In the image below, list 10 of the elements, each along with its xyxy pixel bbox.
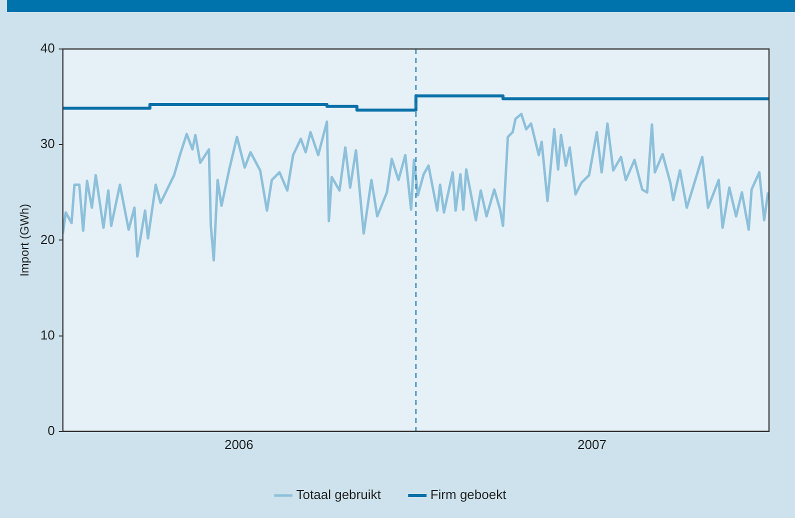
legend-label: Firm geboekt: [430, 487, 507, 502]
y-tick-label: 30: [40, 136, 55, 152]
y-axis-title: Import (GWh): [18, 204, 32, 277]
x-tick-label: 2007: [578, 436, 606, 452]
y-tick-label: 20: [40, 232, 55, 247]
y-tick-label: 0: [48, 422, 55, 438]
legend-label: Totaal gebruikt: [296, 487, 382, 502]
y-tick-label: 40: [40, 40, 55, 56]
y-tick-label: 10: [40, 327, 55, 342]
x-tick-label: 2006: [224, 436, 254, 452]
